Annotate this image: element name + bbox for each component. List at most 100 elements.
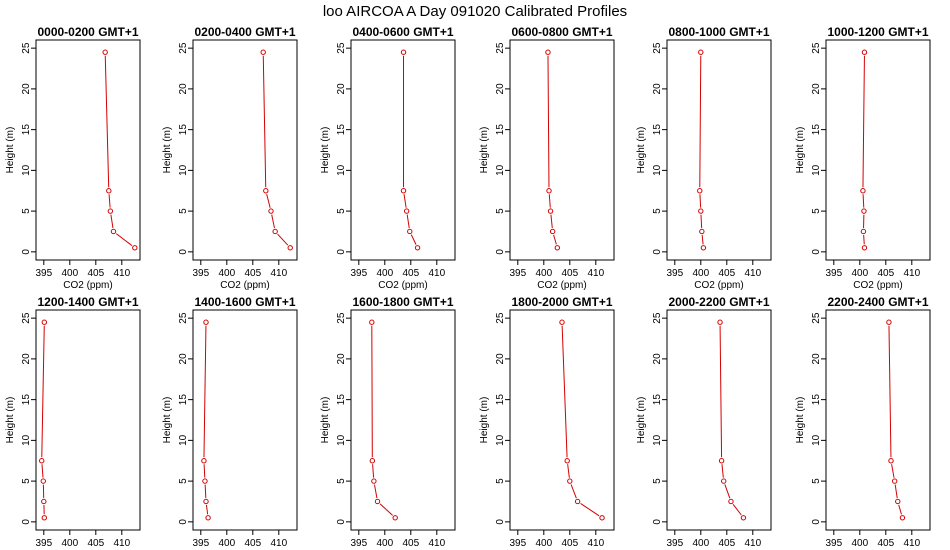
data-point (697, 188, 703, 194)
y-tick-label: 15 (811, 394, 822, 406)
y-axis-label: Height (m) (162, 127, 173, 174)
y-tick-label: 15 (336, 394, 347, 406)
profile-line-segment (699, 194, 702, 208)
data-point (888, 458, 894, 464)
y-axis-label: Height (m) (162, 397, 173, 444)
profile-line-segment (203, 464, 206, 478)
data-point (407, 228, 413, 235)
y-tick-label: 25 (495, 312, 506, 324)
y-tick-label: 5 (178, 208, 189, 214)
y-tick-label: 5 (652, 208, 663, 214)
profile-line-segment (277, 233, 289, 246)
x-axis-label: CO2 (ppm) (378, 280, 427, 291)
y-axis: 0 5 10 15 20 25 Height (m) (162, 312, 193, 525)
data-point (549, 228, 556, 235)
profile-line-segment (553, 234, 557, 245)
x-tick-label: 395 (350, 268, 367, 279)
profile-series (369, 319, 398, 521)
y-tick-label: 15 (495, 124, 506, 136)
x-axis-label: CO2 (ppm) (537, 280, 586, 291)
data-point (260, 49, 266, 55)
plot-frame (35, 39, 141, 261)
x-tick-label: 400 (61, 268, 78, 279)
y-tick-label: 20 (652, 83, 663, 95)
y-tick-label: 15 (652, 394, 663, 406)
data-point (106, 188, 112, 194)
y-tick-label: 0 (495, 249, 506, 255)
y-tick-label: 25 (652, 312, 663, 324)
y-axis-label: Height (m) (795, 397, 806, 444)
panel-title: 1800-2000 GMT+1 (511, 295, 612, 309)
plot-frame (350, 309, 456, 531)
profile-series (559, 319, 605, 521)
profile-line-segment (374, 484, 378, 499)
y-tick-label: 20 (652, 353, 663, 365)
x-tick-label: 395 (192, 538, 209, 549)
x-axis-label: CO2 (ppm) (63, 280, 112, 291)
x-tick-label: 395 (666, 538, 683, 549)
profile-line-segment (863, 234, 865, 245)
y-tick-label: 20 (336, 353, 347, 365)
data-point (860, 228, 867, 235)
profile-line-segment (732, 503, 742, 516)
y-tick-label: 5 (21, 478, 32, 484)
x-tick-label: 405 (877, 268, 894, 279)
x-tick-label: 410 (270, 268, 287, 279)
data-point (40, 478, 46, 484)
y-tick-label: 25 (336, 42, 347, 54)
data-point (400, 49, 407, 55)
y-axis-label: Height (m) (5, 127, 16, 174)
profile-line-segment (262, 55, 267, 188)
y-axis: 0 5 10 15 20 25 Height (m) (479, 312, 510, 525)
y-tick-label: 0 (336, 519, 347, 525)
x-tick-label: 400 (218, 538, 235, 549)
data-point (574, 498, 581, 505)
profile-series (697, 49, 707, 251)
x-tick-label: 405 (87, 538, 104, 549)
data-point (132, 245, 138, 251)
x-tick-label: 395 (350, 538, 367, 549)
x-tick-label: 410 (587, 268, 604, 279)
x-tick-label: 410 (270, 538, 287, 549)
profile-line-segment (271, 214, 275, 229)
profile-line-segment (203, 325, 207, 458)
data-point (263, 188, 269, 194)
data-point (720, 478, 727, 484)
y-tick-label: 0 (21, 519, 32, 525)
y-tick-label: 5 (652, 478, 663, 484)
y-tick-label: 0 (178, 519, 189, 525)
data-point (717, 319, 723, 325)
y-tick-label: 0 (811, 249, 822, 255)
y-tick-label: 20 (811, 353, 822, 365)
y-tick-label: 10 (336, 434, 347, 446)
profile-line-segment (41, 325, 45, 458)
y-tick-label: 5 (495, 208, 506, 214)
plot-frame (350, 39, 456, 261)
profile-line-segment (266, 194, 271, 208)
x-tick-label: 395 (509, 538, 526, 549)
y-axis-label: Height (m) (636, 397, 647, 444)
profile-line-segment (580, 503, 600, 517)
y-tick-label: 20 (178, 353, 189, 365)
profile-line-segment (898, 504, 902, 515)
data-point (414, 245, 421, 251)
y-tick-label: 25 (336, 312, 347, 324)
profile-line-segment (406, 214, 410, 229)
profile-line-segment (862, 194, 865, 208)
y-axis: 0 5 10 15 20 25 Height (m) (795, 42, 826, 255)
y-tick-label: 0 (178, 249, 189, 255)
profile-series (886, 319, 906, 521)
x-tick-label: 400 (851, 268, 868, 279)
y-tick-label: 10 (495, 164, 506, 176)
